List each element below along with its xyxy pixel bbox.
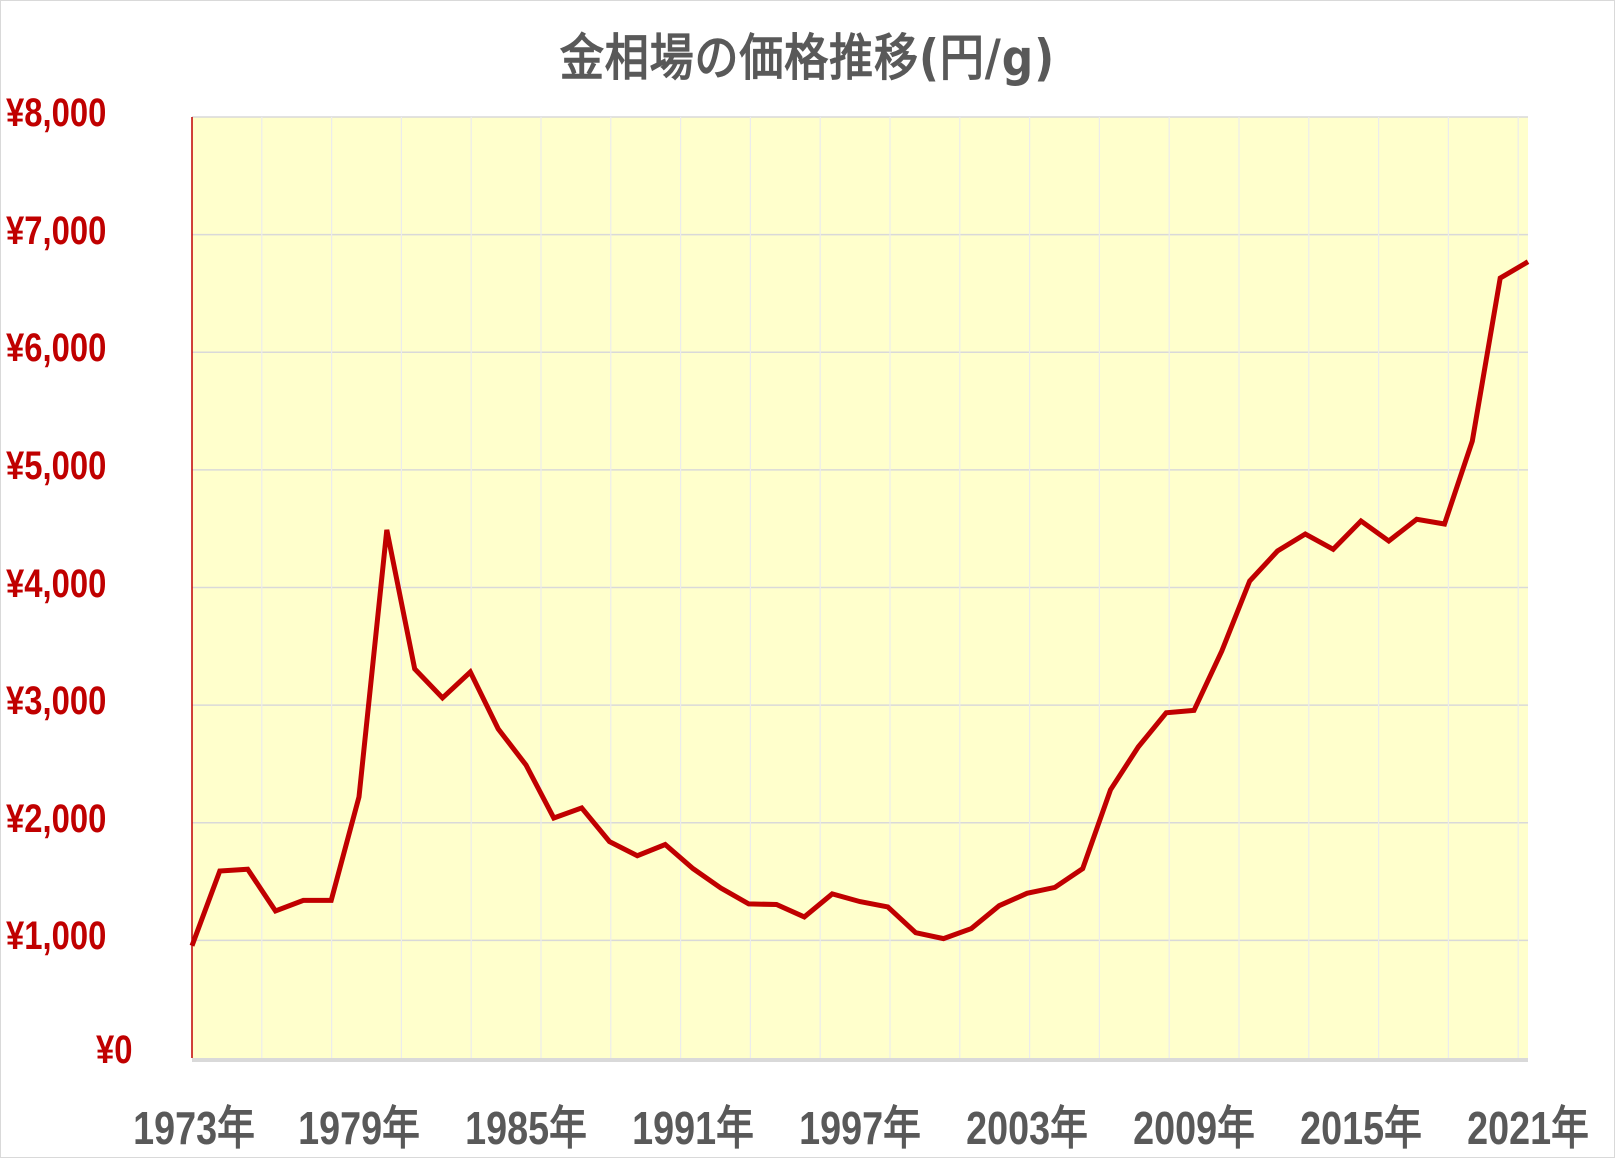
horizontal-gridlines xyxy=(192,116,1528,942)
x-tick-label: 1973年 xyxy=(133,1102,255,1154)
x-tick-label: 1979年 xyxy=(298,1102,420,1154)
y-tick-label: ¥5,000 xyxy=(6,443,107,488)
x-tick-label: 2015年 xyxy=(1300,1102,1422,1154)
y-tick-label: ¥3,000 xyxy=(6,679,107,724)
y-tick-label: ¥1,000 xyxy=(6,914,107,959)
x-tick-label: 1991年 xyxy=(632,1102,754,1154)
x-tick-label: 2003年 xyxy=(966,1102,1088,1154)
x-tick-label: 1985年 xyxy=(465,1102,587,1154)
y-tick-label: ¥8,000 xyxy=(6,91,107,135)
x-tick-label: 2009年 xyxy=(1133,1102,1255,1154)
x-tick-label: 2021年 xyxy=(1467,1102,1589,1154)
y-tick-label: ¥4,000 xyxy=(6,561,107,606)
chart-title: 金相場の価格推移(円/g) xyxy=(559,29,1056,87)
y-tick-label: ¥2,000 xyxy=(6,796,107,841)
y-tick-label: ¥6,000 xyxy=(6,326,107,371)
x-tick-label: 1997年 xyxy=(799,1102,921,1154)
gold-price-line xyxy=(189,259,1530,947)
y-tick-label: ¥0 xyxy=(96,1028,133,1072)
y-tick-label: ¥7,000 xyxy=(6,208,107,253)
